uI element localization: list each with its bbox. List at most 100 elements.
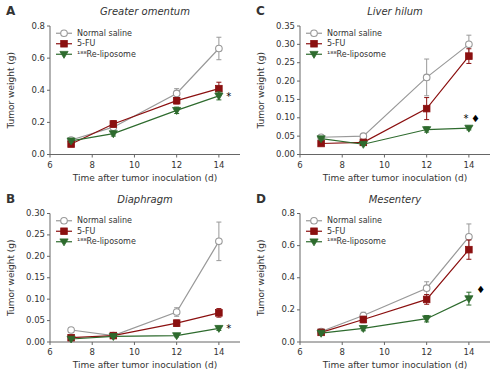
panel-label: B bbox=[6, 192, 15, 206]
error-cap bbox=[174, 307, 179, 308]
y-tick bbox=[297, 213, 300, 214]
legend-swatch-marker bbox=[311, 30, 318, 37]
legend-swatch-marker bbox=[61, 217, 68, 224]
data-point bbox=[466, 53, 473, 60]
legend-label: 5-FU bbox=[327, 39, 346, 48]
x-tick-label: 14 bbox=[463, 160, 474, 170]
panel: DMesentery0.00.20.40.60.868101214Time af… bbox=[256, 192, 491, 371]
legend-item: ¹⁸⁸Re-liposome bbox=[56, 237, 136, 246]
y-tick-label: 0.10 bbox=[276, 112, 295, 122]
legend-item: ¹⁸⁸Re-liposome bbox=[56, 50, 136, 59]
y-tick-label: 0.15 bbox=[276, 94, 295, 104]
y-tick-label: 0.6 bbox=[31, 53, 45, 63]
data-point bbox=[423, 105, 430, 112]
data-point bbox=[173, 333, 181, 340]
legend-item: 5-FU bbox=[56, 227, 96, 236]
y-tick-label: 0.0 bbox=[281, 337, 295, 347]
x-tick-label: 12 bbox=[171, 160, 182, 170]
legend-item: 5-FU bbox=[56, 39, 96, 48]
y-tick bbox=[47, 213, 50, 214]
error-cap bbox=[424, 281, 429, 282]
figure: AGreater omentum0.00.20.40.60.868101214T… bbox=[0, 0, 500, 375]
y-tick-label: 0.05 bbox=[276, 131, 295, 141]
data-point bbox=[173, 97, 180, 104]
legend-label: Normal saline bbox=[77, 216, 132, 225]
x-tick bbox=[300, 155, 301, 158]
data-point bbox=[173, 107, 181, 114]
error-bar bbox=[466, 49, 471, 64]
series-line bbox=[321, 250, 469, 333]
error-cap bbox=[466, 35, 471, 36]
x-tick-label: 6 bbox=[297, 347, 302, 357]
data-point bbox=[317, 330, 325, 337]
data-point bbox=[466, 246, 473, 253]
y-tick-label: 0.2 bbox=[31, 117, 45, 127]
error-cap bbox=[424, 304, 429, 305]
legend-label: Normal saline bbox=[77, 29, 132, 38]
legend-label: ¹⁸⁸Re-liposome bbox=[327, 237, 386, 246]
data-point bbox=[215, 325, 223, 332]
y-tick bbox=[297, 245, 300, 246]
y-tick-label: 0.25 bbox=[276, 57, 295, 67]
error-cap bbox=[466, 292, 471, 293]
series-line bbox=[321, 56, 469, 143]
x-axis-line bbox=[300, 342, 490, 343]
series-line bbox=[71, 48, 219, 140]
data-point bbox=[317, 136, 325, 143]
data-point bbox=[423, 74, 430, 81]
legend-item: ¹⁸⁸Re-liposome bbox=[306, 50, 386, 59]
plot-data bbox=[67, 222, 223, 343]
legend-swatch-marker bbox=[61, 228, 68, 235]
x-tick-label: 12 bbox=[421, 347, 432, 357]
y-tick-label: 0.8 bbox=[281, 208, 295, 218]
x-tick bbox=[176, 155, 177, 158]
data-point bbox=[173, 309, 180, 316]
series-line bbox=[321, 299, 469, 334]
data-point bbox=[466, 41, 473, 48]
x-axis-label: Time after tumor inoculation (d) bbox=[72, 360, 217, 370]
error-cap bbox=[424, 294, 429, 295]
data-point bbox=[109, 334, 117, 341]
legend-swatch-marker bbox=[311, 228, 318, 235]
x-tick-label: 14 bbox=[213, 347, 224, 357]
y-tick-label: 0.4 bbox=[281, 272, 295, 282]
data-point bbox=[466, 233, 473, 240]
error-bar bbox=[174, 89, 179, 99]
y-tick bbox=[297, 136, 300, 137]
legend: Normal saline 5-FU¹⁸⁸Re-liposome bbox=[306, 216, 386, 246]
data-point bbox=[216, 85, 223, 92]
data-point bbox=[423, 296, 430, 303]
x-tick-label: 6 bbox=[47, 160, 52, 170]
legend-swatch-marker bbox=[310, 51, 318, 58]
y-tick-label: 0.00 bbox=[26, 337, 45, 347]
y-tick-label: 0.15 bbox=[26, 272, 45, 282]
y-tick-label: 0.6 bbox=[281, 240, 295, 250]
series-line bbox=[71, 328, 219, 339]
legend-label: Normal saline bbox=[327, 216, 382, 225]
x-tick-label: 8 bbox=[340, 347, 345, 357]
legend-label: ¹⁸⁸Re-liposome bbox=[77, 237, 136, 246]
legend-label: 5-FU bbox=[327, 227, 346, 236]
data-point bbox=[359, 141, 367, 148]
y-tick-label: 0.05 bbox=[26, 315, 45, 325]
data-point bbox=[67, 336, 75, 343]
y-tick bbox=[297, 117, 300, 118]
error-bar bbox=[174, 320, 179, 326]
panel: AGreater omentum0.00.20.40.60.868101214T… bbox=[6, 4, 241, 183]
panel-title: Mesentery bbox=[369, 194, 423, 205]
error-cap bbox=[216, 37, 221, 38]
data-point bbox=[360, 316, 367, 323]
y-tick bbox=[47, 256, 50, 257]
error-bar bbox=[466, 240, 471, 259]
y-tick-label: 0.20 bbox=[276, 76, 295, 86]
x-axis-label: Time after tumor inoculation (d) bbox=[322, 360, 467, 370]
error-bar bbox=[174, 308, 179, 317]
error-cap bbox=[424, 59, 429, 60]
legend-swatch-marker bbox=[60, 51, 68, 58]
y-tick bbox=[297, 99, 300, 100]
error-bar bbox=[216, 309, 221, 318]
y-tick-label: 0.30 bbox=[26, 208, 45, 218]
error-bar bbox=[424, 59, 429, 96]
data-point bbox=[423, 316, 431, 323]
legend-swatch-marker bbox=[310, 239, 318, 246]
